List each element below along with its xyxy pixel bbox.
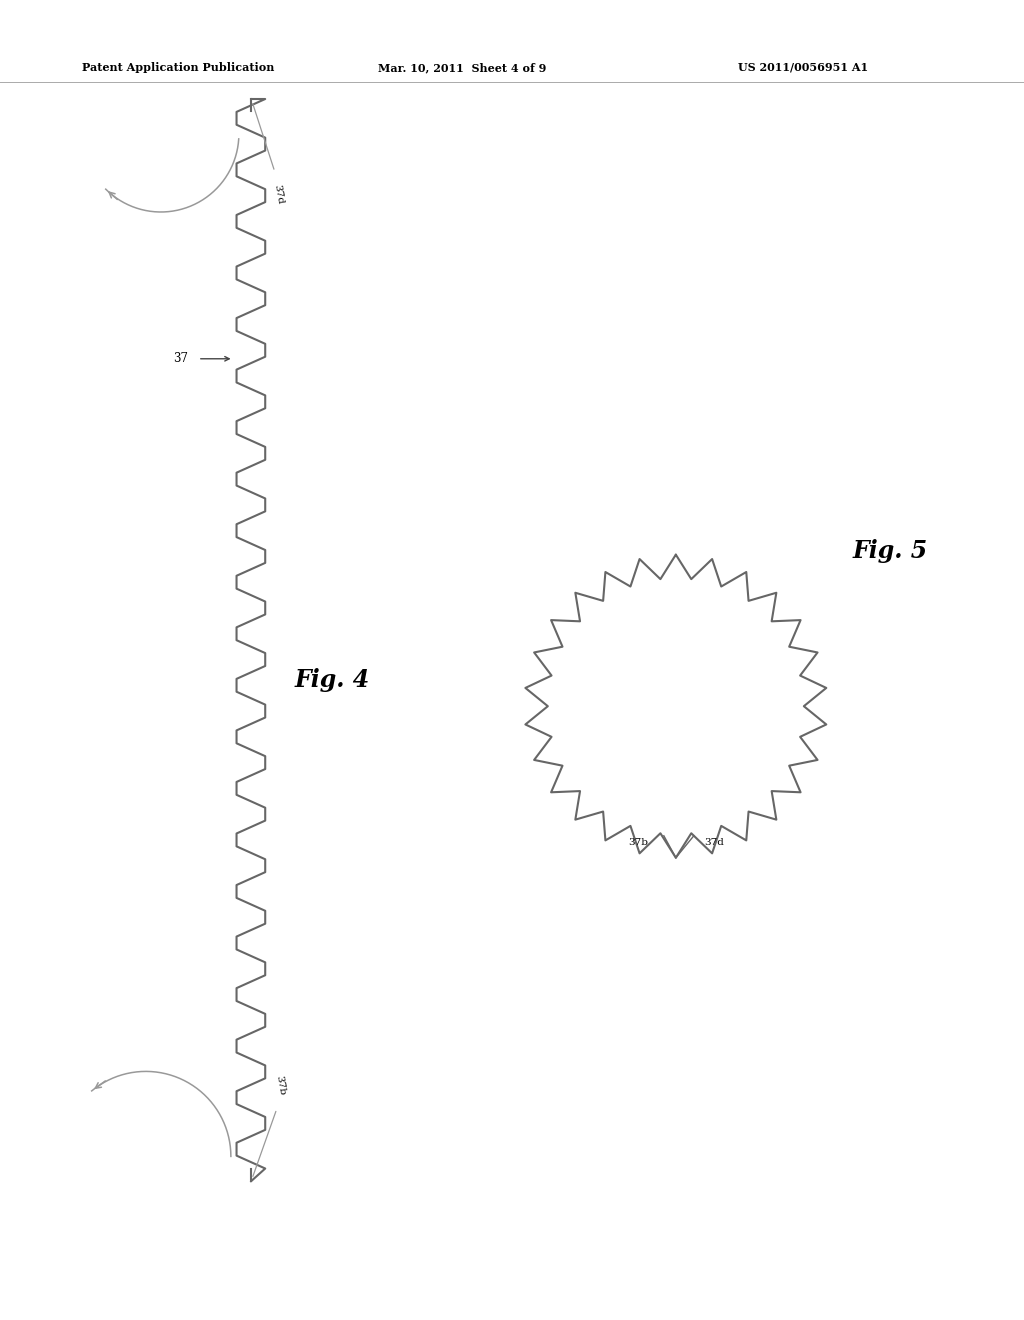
Text: Fig. 4: Fig. 4 (295, 668, 371, 692)
Text: Fig. 5: Fig. 5 (852, 540, 928, 564)
Text: US 2011/0056951 A1: US 2011/0056951 A1 (738, 62, 868, 73)
Text: 37d: 37d (272, 183, 285, 205)
Text: 37d: 37d (703, 838, 724, 847)
Text: Patent Application Publication: Patent Application Publication (82, 62, 274, 73)
Text: 37b: 37b (628, 838, 648, 847)
Text: Mar. 10, 2011  Sheet 4 of 9: Mar. 10, 2011 Sheet 4 of 9 (378, 62, 547, 73)
Text: 37b: 37b (274, 1076, 287, 1097)
Text: 37: 37 (173, 352, 187, 366)
